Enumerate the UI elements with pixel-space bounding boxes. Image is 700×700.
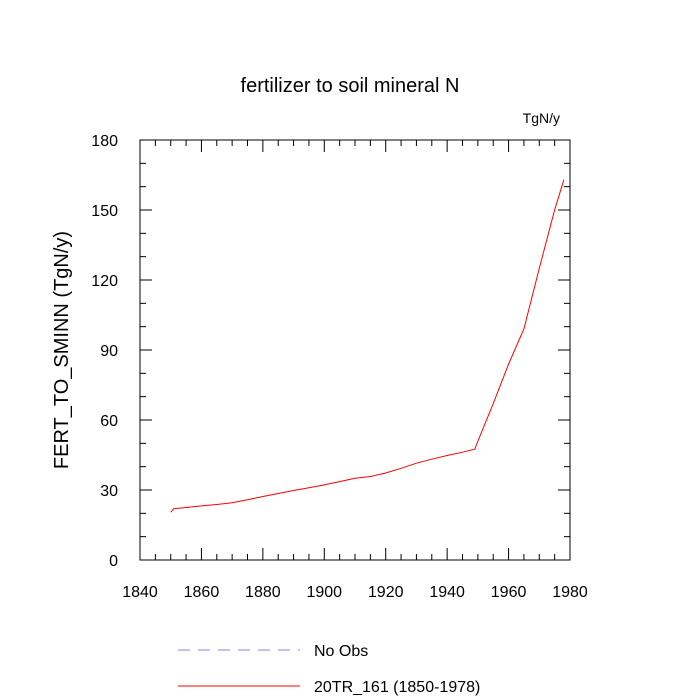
x-tick-label: 1880 xyxy=(245,584,281,601)
y-tick-labels: 0 30 60 90 120 150 180 xyxy=(91,133,118,570)
plot-frame xyxy=(139,139,571,561)
y-tick-label: 30 xyxy=(100,483,118,500)
x-tick-label: 1980 xyxy=(552,584,588,601)
data-lines xyxy=(170,179,565,513)
y-tick-label: 0 xyxy=(109,553,118,570)
y-tick-label: 60 xyxy=(100,413,118,430)
x-tick-label: 1960 xyxy=(491,584,527,601)
y-tick-label: 150 xyxy=(91,203,118,220)
legend-label: No Obs xyxy=(314,643,368,660)
x-tick-label: 1900 xyxy=(306,584,342,601)
x-tick-label: 1940 xyxy=(429,584,465,601)
x-tick-label: 1920 xyxy=(368,584,404,601)
y-tick-label: 120 xyxy=(91,273,118,290)
legend-label: 20TR_161 (1850-1978) xyxy=(314,679,480,696)
legend: No Obs 20TR_161 (1850-1978) xyxy=(178,643,480,696)
y-axis-label: FERT_TO_SMINN (TgN/y) xyxy=(51,231,73,469)
y-tick-label: 90 xyxy=(100,343,118,360)
tick-marks xyxy=(139,139,571,561)
x-tick-labels: 1840 1860 1880 1900 1920 1940 1960 1980 xyxy=(122,584,588,601)
units-label: TgN/y xyxy=(523,110,560,126)
x-tick-label: 1860 xyxy=(184,584,220,601)
series-line xyxy=(170,179,565,513)
y-tick-label: 180 xyxy=(91,133,118,150)
x-tick-label: 1840 xyxy=(122,584,158,601)
chart-title: fertilizer to soil mineral N xyxy=(241,75,460,97)
